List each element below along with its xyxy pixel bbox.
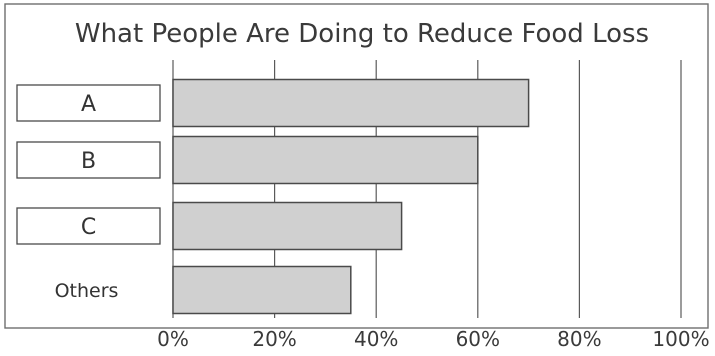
category-labels: A B C Others [16, 84, 161, 302]
category-label-b: B [81, 149, 96, 174]
category-box-a [16, 84, 161, 122]
tick-label-80: 80% [557, 327, 601, 351]
x-axis-tick-labels: 0% 20% 40% 60% 80% 100% [157, 327, 709, 351]
tick-label-60: 60% [456, 327, 500, 351]
category-label-c: C [81, 215, 96, 240]
category-box-b [16, 141, 161, 179]
tick-label-100: 100% [652, 327, 709, 351]
category-label-others: Others [55, 280, 119, 302]
tick-label-40: 40% [354, 327, 398, 351]
bars [172, 78, 530, 315]
bar-c [172, 201, 403, 251]
bar-a [172, 78, 530, 128]
bar-b [172, 135, 479, 185]
chart-title: What People Are Doing to Reduce Food Los… [75, 19, 649, 49]
tick-label-0: 0% [157, 327, 189, 351]
category-box-c [16, 207, 161, 245]
tick-label-20: 20% [252, 327, 296, 351]
category-label-a: A [81, 92, 96, 117]
bar-others [172, 265, 352, 315]
